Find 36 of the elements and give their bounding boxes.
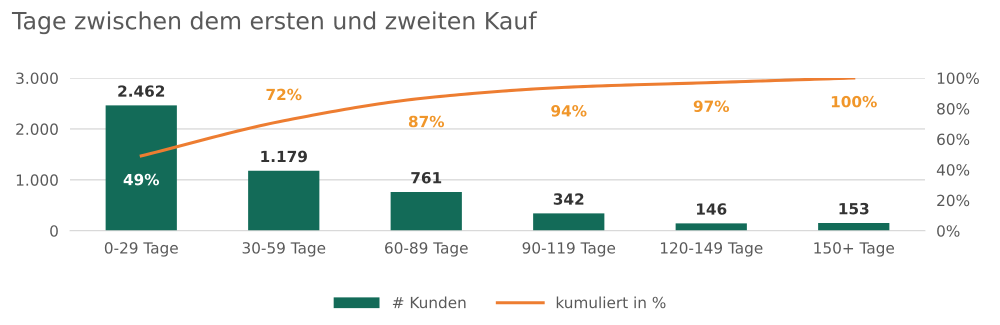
x-tick-label: 120-149 Tage [660,242,762,257]
y-tick-label: 1.000 [16,174,58,186]
x-tick-label: 150+ Tage [814,242,894,257]
data-label: 761 [411,172,442,184]
y-tick-label: 2.000 [16,123,58,135]
y2-tick-label: 100% [938,72,979,84]
data-label: 342 [554,193,584,205]
bar [248,170,320,231]
data-label: 2.462 [118,85,164,97]
y-tick-label: 3.000 [16,72,58,84]
bar [533,213,604,231]
y2-tick-label: 40% [936,164,970,176]
data-label: 94% [551,105,587,117]
y2-tick-label: 80% [937,103,970,115]
x-tick-label: 90-119 Tage [522,242,616,257]
data-label: 87% [408,116,444,128]
legend-label: kumuliert in % [556,296,666,308]
bar [818,222,890,231]
legend-label: # Kunden [392,296,466,308]
bar [390,192,462,231]
x-tick-label: 30-59 Tage [242,242,326,257]
data-label: 1.179 [261,150,307,162]
bar [106,105,177,231]
data-label: 100% [832,96,877,108]
data-label: 146 [697,203,726,215]
data-label: 153 [840,202,868,214]
y2-tick-label: 20% [937,194,970,206]
y-tick-label: 0 [50,225,58,237]
y2-tick-label: 60% [937,134,970,146]
data-label: 72% [266,88,302,100]
x-tick-label: 0-29 Tage [104,242,178,257]
chart-title: Tage zwischen dem ersten und zweiten Kauf [12,11,538,34]
data-label: 97% [694,100,730,112]
x-tick-label: 60-89 Tage [385,242,468,257]
data-label: 49% [124,174,160,186]
y2-tick-label: 0% [937,225,960,237]
